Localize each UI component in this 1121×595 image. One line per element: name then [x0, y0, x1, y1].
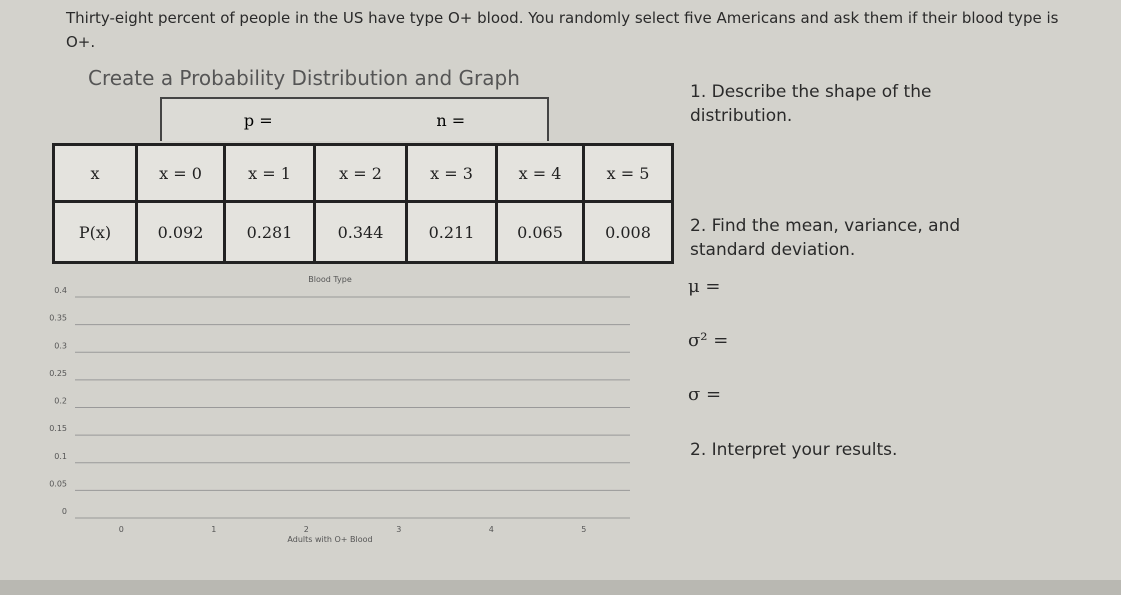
worksheet: Thirty-eight percent of people in the US…	[0, 0, 1121, 580]
variance-label: σ² =	[688, 330, 729, 351]
header-cell: x = 0	[135, 143, 226, 203]
header-cell: x	[52, 143, 138, 203]
param-p: p =	[243, 110, 273, 130]
table-cell: 0.281	[223, 200, 316, 264]
header-cell: x = 3	[405, 143, 498, 203]
x-tick-label: 0	[119, 525, 124, 534]
x-tick-label: 2	[304, 525, 309, 534]
y-tick-label: 0.2	[54, 397, 67, 406]
x-axis-label: Adults with O+ Blood	[287, 535, 372, 544]
y-tick-label: 0.35	[49, 314, 67, 323]
table-cell: 0.008	[582, 200, 674, 264]
intro: Thirty-eight percent of people in the US…	[66, 9, 1059, 51]
table-cell: 0.065	[495, 200, 585, 264]
y-tick-label: 0.25	[49, 369, 67, 378]
table-cell: 0.344	[313, 200, 408, 264]
graph-title: Blood Type	[308, 275, 352, 284]
table-cell: 0.092	[135, 200, 226, 264]
y-tick-label: 0.05	[49, 479, 67, 488]
question-3: 2. Interpret your results.	[690, 440, 898, 460]
y-tick-label: 0.4	[54, 286, 67, 295]
y-tick-label: 0	[62, 507, 67, 516]
graph: Blood Type Adults with O+ Blood 0 0.05 0.1…	[49, 275, 630, 544]
sd-label: σ =	[688, 384, 722, 405]
y-tick-label: 0.3	[54, 341, 67, 350]
header-cell: x = 5	[582, 143, 674, 203]
mean-label: μ =	[688, 276, 721, 297]
x-tick-label: 3	[396, 525, 401, 534]
table-cell: P(x)	[52, 200, 138, 264]
question-2: 2. Find the mean, variance, and standard…	[690, 216, 961, 260]
table-cell: 0.211	[405, 200, 498, 264]
heading: Create a Probability Distribution and Gr…	[88, 66, 520, 90]
header-cell: x = 4	[495, 143, 585, 203]
x-tick-label: 5	[581, 525, 586, 534]
y-tick-label: 0.1	[54, 452, 67, 461]
header-cell: x = 1	[223, 143, 316, 203]
param-n: n =	[436, 110, 466, 130]
y-tick-label: 0.15	[49, 424, 67, 433]
data-row: P(x) 0.092 0.281 0.344 0.211 0.065 0.008	[52, 200, 674, 264]
params-row: p = n =	[160, 97, 549, 141]
x-tick-label: 1	[211, 525, 216, 534]
question-1: 1. Describe the shape of the distributio…	[690, 82, 932, 126]
x-tick-label: 4	[489, 525, 494, 534]
header-cell: x = 2	[313, 143, 408, 203]
